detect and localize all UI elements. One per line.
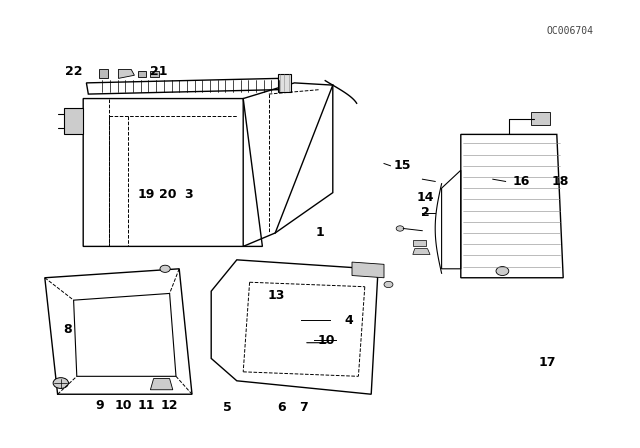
- Circle shape: [496, 267, 509, 276]
- Polygon shape: [150, 71, 159, 77]
- Circle shape: [396, 226, 404, 231]
- Text: 10: 10: [317, 334, 335, 347]
- Text: 21: 21: [150, 65, 168, 78]
- Polygon shape: [278, 74, 291, 92]
- Text: 14: 14: [417, 190, 435, 204]
- Text: 2: 2: [421, 206, 430, 220]
- Text: 17: 17: [538, 356, 556, 370]
- Text: 3: 3: [184, 188, 193, 202]
- Text: 5: 5: [223, 401, 232, 414]
- Polygon shape: [531, 112, 550, 125]
- Text: 11: 11: [137, 399, 155, 412]
- Text: 7: 7: [300, 401, 308, 414]
- Text: 1: 1: [316, 226, 324, 240]
- Text: 12: 12: [160, 399, 178, 412]
- Circle shape: [384, 281, 393, 288]
- Text: 16: 16: [513, 175, 531, 188]
- Text: 13: 13: [268, 289, 285, 302]
- Circle shape: [53, 378, 68, 388]
- Text: 22: 22: [65, 65, 83, 78]
- Text: 9: 9: [95, 399, 104, 412]
- Polygon shape: [150, 379, 173, 390]
- Text: 19: 19: [137, 188, 155, 202]
- Text: 10: 10: [114, 399, 132, 412]
- Polygon shape: [352, 262, 384, 278]
- Text: 18: 18: [551, 175, 569, 188]
- Polygon shape: [118, 69, 134, 78]
- Text: 6: 6: [277, 401, 286, 414]
- Text: 4: 4: [344, 314, 353, 327]
- Polygon shape: [64, 108, 83, 134]
- Polygon shape: [413, 240, 426, 246]
- Text: OC006704: OC006704: [546, 26, 593, 36]
- Polygon shape: [413, 249, 430, 254]
- Polygon shape: [99, 69, 108, 78]
- Text: 8: 8: [63, 323, 72, 336]
- Text: 15: 15: [393, 159, 411, 172]
- Polygon shape: [138, 71, 146, 77]
- Text: 20: 20: [159, 188, 177, 202]
- Circle shape: [160, 265, 170, 272]
